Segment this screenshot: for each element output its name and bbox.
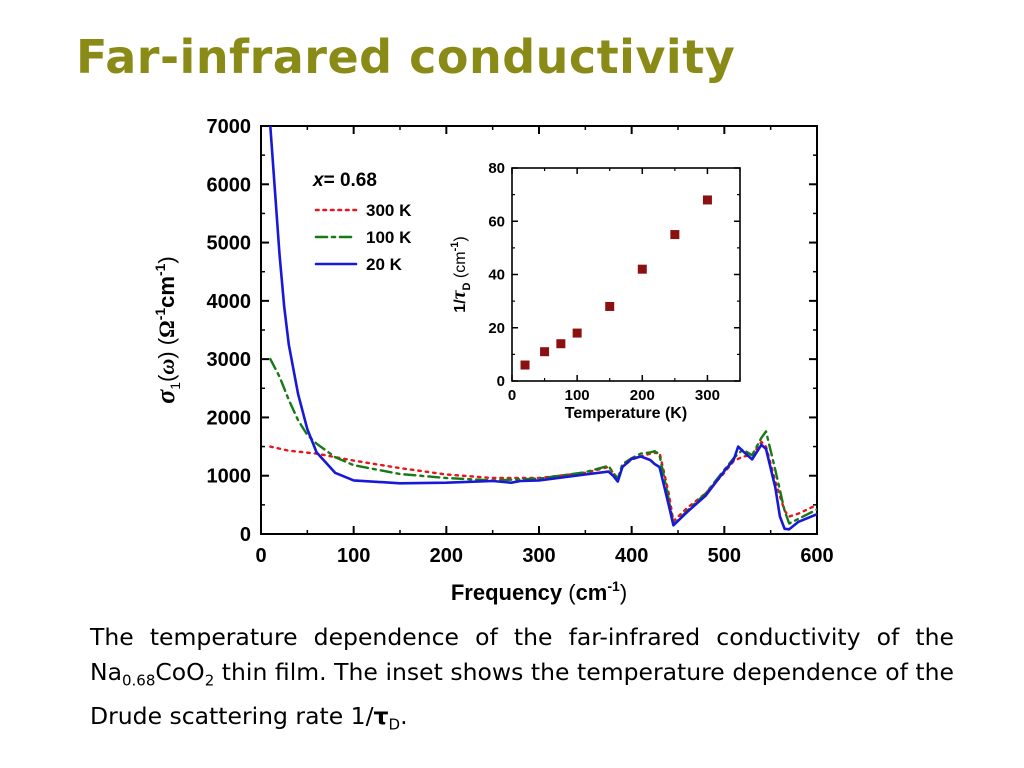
legend-label: 20 K: [366, 255, 403, 274]
x-tick-label: 200: [430, 545, 463, 567]
slide-title: Far-infrared conductivity: [76, 30, 736, 84]
x-tick-label: 400: [615, 545, 648, 567]
inset-data-point: [637, 264, 647, 274]
x-axis-label: Frequency (cm-1): [451, 578, 627, 605]
inset-plot-frame: [511, 167, 741, 382]
inset-y-tick-label: 40: [488, 267, 505, 284]
inset-y-tick-label: 80: [488, 160, 505, 177]
legend-label: 300 K: [366, 201, 412, 220]
inset-x-tick-label: 0: [508, 387, 516, 404]
chart-legend: x= 0.68 300 K 100 K 20 K: [312, 170, 412, 274]
inset-y-axis-label: 1/τD (cm-1): [448, 236, 473, 312]
inset-y-tick-label: 60: [488, 213, 505, 230]
main-chart-axis-labels: Frequency (cm-1) σ1(ω) (Ω-1cm-1): [151, 256, 627, 605]
inset-x-tick-label: 200: [630, 387, 655, 404]
inset-x-tick-label: 300: [695, 387, 720, 404]
inset-data-point: [702, 195, 712, 205]
series-line-300k: [269, 440, 817, 523]
legend-label: 100 K: [366, 228, 412, 247]
inset-x-tick-label: 100: [565, 387, 590, 404]
inset-data-point: [670, 230, 680, 240]
y-tick-label: 4000: [207, 291, 252, 313]
figure-caption: The temperature dependence of the far-in…: [90, 623, 954, 734]
inset-y-tick-label: 0: [497, 373, 505, 390]
x-tick-label: 100: [337, 545, 370, 567]
inset-y-tick-label: 20: [488, 320, 505, 337]
inset-chart: 0 100 200 300 0 20 40 60 80 Temperature (K) 1/τD (…: [448, 160, 741, 422]
inset-data-point: [520, 360, 530, 370]
y-tick-label: 3000: [207, 349, 252, 371]
x-tick-label: 500: [708, 545, 741, 567]
inset-data-point: [572, 328, 582, 338]
legend-title: x= 0.68: [312, 170, 377, 191]
y-tick-label: 7000: [207, 116, 252, 138]
y-tick-label: 6000: [207, 174, 252, 196]
x-tick-label: 600: [800, 545, 833, 567]
series-line-100k: [269, 357, 817, 526]
x-tick-label: 0: [255, 545, 266, 567]
inset-data-point: [540, 347, 550, 357]
y-tick-label: 5000: [207, 233, 252, 255]
y-tick-label: 1000: [207, 466, 252, 488]
main-chart-axes: 0 100 200 300 400 500 600010002000300040005000…: [207, 116, 834, 567]
y-axis-label: σ1(ω) (Ω-1cm-1): [151, 256, 183, 404]
inset-x-axis-label: Temperature (K): [565, 405, 687, 422]
y-tick-label: 2000: [207, 407, 252, 429]
y-tick-label: 0: [240, 524, 251, 546]
series-line-20k: [269, 126, 817, 531]
x-tick-label: 300: [522, 545, 555, 567]
main-chart-series: [269, 126, 817, 531]
inset-data-point: [605, 301, 615, 311]
inset-data-point: [556, 339, 566, 349]
